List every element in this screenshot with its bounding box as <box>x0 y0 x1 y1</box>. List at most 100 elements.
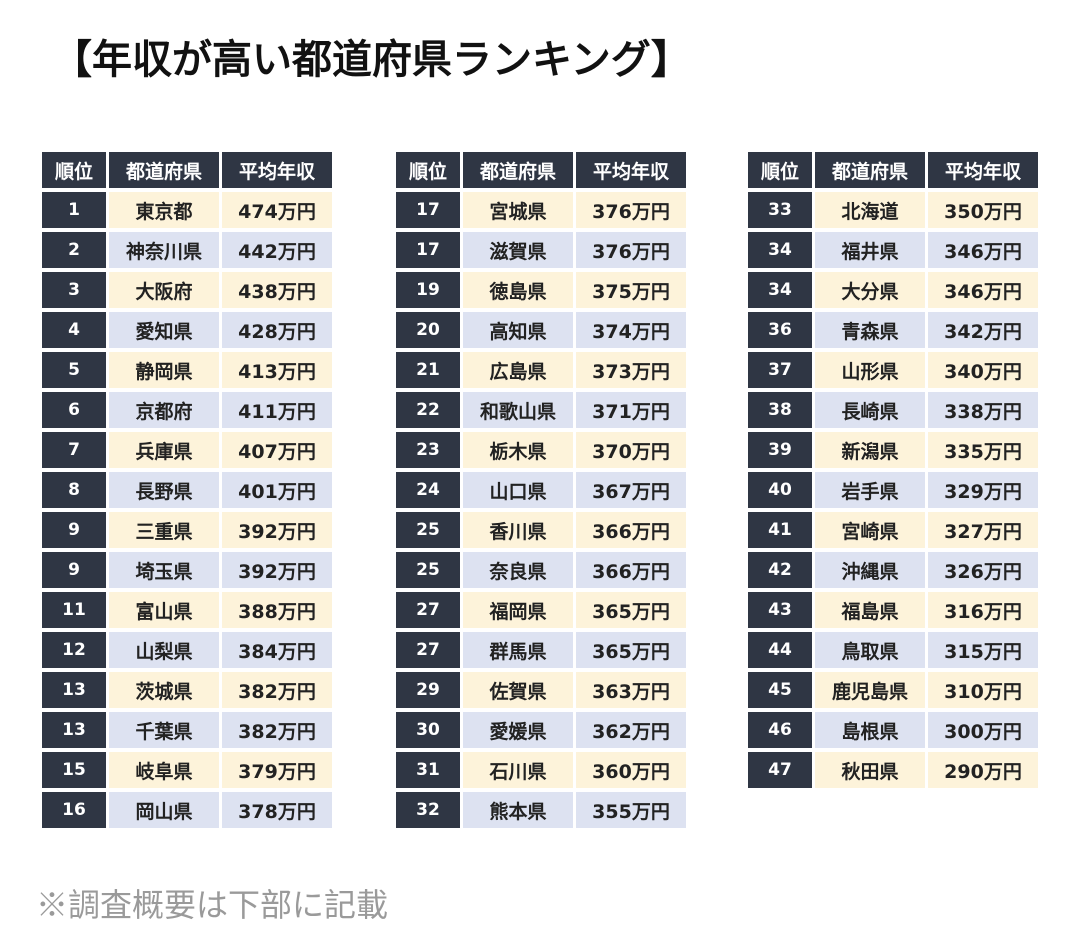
rank-cell: 12 <box>42 632 106 668</box>
rank-cell: 22 <box>396 392 460 428</box>
table-row: 1 東京都 474万円 <box>42 192 332 228</box>
prefecture-cell: 和歌山県 <box>460 392 573 428</box>
income-cell: 392万円 <box>219 512 332 548</box>
header-rank: 順位 <box>42 152 106 188</box>
table-body: 17 宮城県 376万円 17 滋賀県 376万円 19 徳島県 375万円 20 高知県 374万円… <box>396 192 686 828</box>
prefecture-cell: 秋田県 <box>812 752 925 788</box>
rank-cell: 42 <box>748 552 812 588</box>
income-cell: 329万円 <box>925 472 1038 508</box>
income-cell: 371万円 <box>573 392 686 428</box>
table-row: 20 高知県 374万円 <box>396 312 686 348</box>
ranking-table-2: 順位 都道府県 平均年収 17 宮城県 376万円 17 滋賀県 376万円 19 徳島県 37… <box>396 148 686 832</box>
rank-cell: 20 <box>396 312 460 348</box>
rank-cell: 34 <box>748 272 812 308</box>
income-cell: 413万円 <box>219 352 332 388</box>
income-cell: 407万円 <box>219 432 332 468</box>
prefecture-cell: 宮城県 <box>460 192 573 228</box>
income-cell: 290万円 <box>925 752 1038 788</box>
rank-cell: 2 <box>42 232 106 268</box>
rank-cell: 17 <box>396 192 460 228</box>
rank-cell: 47 <box>748 752 812 788</box>
rank-cell: 16 <box>42 792 106 828</box>
income-cell: 428万円 <box>219 312 332 348</box>
table-row: 42 沖縄県 326万円 <box>748 552 1038 588</box>
prefecture-cell: 岩手県 <box>812 472 925 508</box>
income-cell: 316万円 <box>925 592 1038 628</box>
header-income: 平均年収 <box>219 152 332 188</box>
table-body: 33 北海道 350万円 34 福井県 346万円 34 大分県 346万円 36 青森県 342万円… <box>748 192 1038 788</box>
page-title: 【年収が高い都道府県ランキング】 <box>52 36 691 83</box>
table-row: 31 石川県 360万円 <box>396 752 686 788</box>
rank-cell: 45 <box>748 672 812 708</box>
income-cell: 384万円 <box>219 632 332 668</box>
rank-cell: 1 <box>42 192 106 228</box>
rank-cell: 29 <box>396 672 460 708</box>
table-row: 39 新潟県 335万円 <box>748 432 1038 468</box>
income-cell: 315万円 <box>925 632 1038 668</box>
prefecture-cell: 佐賀県 <box>460 672 573 708</box>
rank-cell: 9 <box>42 512 106 548</box>
table-row: 9 埼玉県 392万円 <box>42 552 332 588</box>
income-cell: 379万円 <box>219 752 332 788</box>
rank-cell: 41 <box>748 512 812 548</box>
ranking-table-3: 順位 都道府県 平均年収 33 北海道 350万円 34 福井県 346万円 34 大分県 34… <box>748 148 1038 792</box>
rank-cell: 37 <box>748 352 812 388</box>
income-cell: 411万円 <box>219 392 332 428</box>
table-row: 12 山梨県 384万円 <box>42 632 332 668</box>
income-cell: 338万円 <box>925 392 1038 428</box>
rank-cell: 27 <box>396 592 460 628</box>
table-row: 32 熊本県 355万円 <box>396 792 686 828</box>
header-prefecture: 都道府県 <box>460 152 573 188</box>
income-cell: 310万円 <box>925 672 1038 708</box>
prefecture-cell: 東京都 <box>106 192 219 228</box>
prefecture-cell: 大分県 <box>812 272 925 308</box>
income-cell: 376万円 <box>573 232 686 268</box>
table-row: 36 青森県 342万円 <box>748 312 1038 348</box>
table-row: 27 群馬県 365万円 <box>396 632 686 668</box>
income-cell: 375万円 <box>573 272 686 308</box>
prefecture-cell: 島根県 <box>812 712 925 748</box>
income-cell: 326万円 <box>925 552 1038 588</box>
rank-cell: 3 <box>42 272 106 308</box>
rank-cell: 9 <box>42 552 106 588</box>
header-rank: 順位 <box>396 152 460 188</box>
prefecture-cell: 宮崎県 <box>812 512 925 548</box>
prefecture-cell: 愛媛県 <box>460 712 573 748</box>
ranking-table-1: 順位 都道府県 平均年収 1 東京都 474万円 2 神奈川県 442万円 3 大阪府 438万… <box>42 148 332 832</box>
header-rank: 順位 <box>748 152 812 188</box>
prefecture-cell: 沖縄県 <box>812 552 925 588</box>
rank-cell: 40 <box>748 472 812 508</box>
prefecture-cell: 山形県 <box>812 352 925 388</box>
table-row: 37 山形県 340万円 <box>748 352 1038 388</box>
rank-cell: 25 <box>396 552 460 588</box>
table-row: 30 愛媛県 362万円 <box>396 712 686 748</box>
income-cell: 366万円 <box>573 552 686 588</box>
table-row: 33 北海道 350万円 <box>748 192 1038 228</box>
prefecture-cell: 石川県 <box>460 752 573 788</box>
table-row: 9 三重県 392万円 <box>42 512 332 548</box>
income-cell: 346万円 <box>925 272 1038 308</box>
table-header-row: 順位 都道府県 平均年収 <box>396 152 686 188</box>
prefecture-cell: 鳥取県 <box>812 632 925 668</box>
table-row: 13 茨城県 382万円 <box>42 672 332 708</box>
table-row: 27 福岡県 365万円 <box>396 592 686 628</box>
prefecture-cell: 岡山県 <box>106 792 219 828</box>
rank-cell: 32 <box>396 792 460 828</box>
rank-cell: 7 <box>42 432 106 468</box>
table-row: 16 岡山県 378万円 <box>42 792 332 828</box>
table-row: 3 大阪府 438万円 <box>42 272 332 308</box>
rank-cell: 5 <box>42 352 106 388</box>
rank-cell: 33 <box>748 192 812 228</box>
income-cell: 355万円 <box>573 792 686 828</box>
income-cell: 350万円 <box>925 192 1038 228</box>
rank-cell: 24 <box>396 472 460 508</box>
prefecture-cell: 福島県 <box>812 592 925 628</box>
rank-cell: 6 <box>42 392 106 428</box>
prefecture-cell: 鹿児島県 <box>812 672 925 708</box>
prefecture-cell: 熊本県 <box>460 792 573 828</box>
table-row: 23 栃木県 370万円 <box>396 432 686 468</box>
table-row: 25 奈良県 366万円 <box>396 552 686 588</box>
rank-cell: 23 <box>396 432 460 468</box>
table-row: 24 山口県 367万円 <box>396 472 686 508</box>
income-cell: 376万円 <box>573 192 686 228</box>
